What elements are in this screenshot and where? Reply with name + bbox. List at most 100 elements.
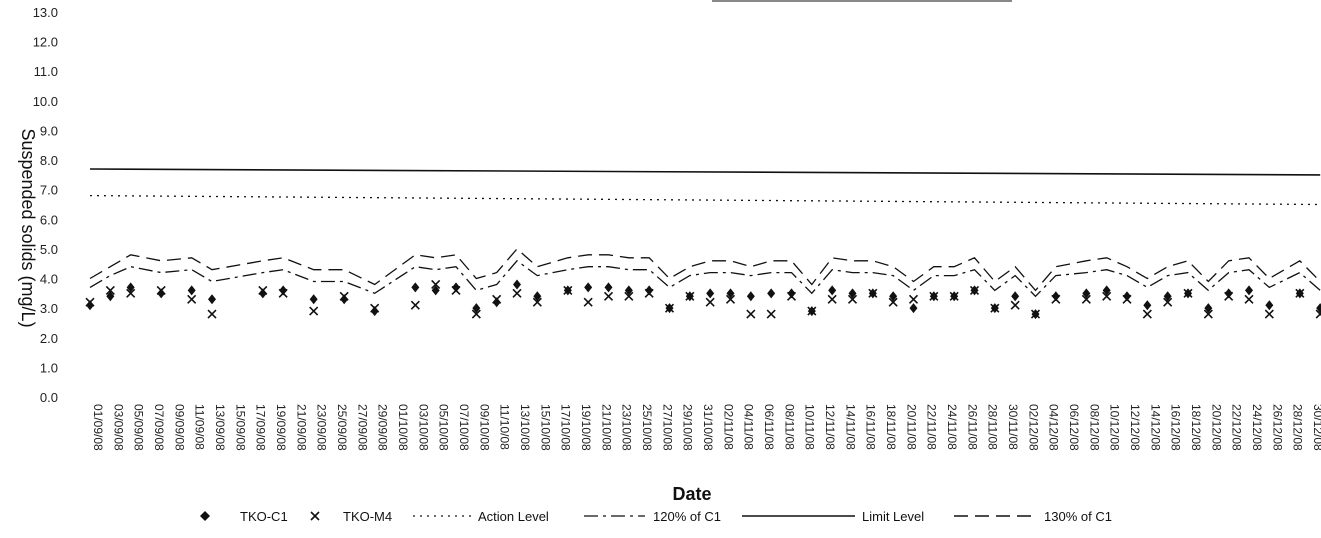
legend-tko-m4-symbol [310,511,320,521]
tko-m4-point [685,291,695,301]
x-tick-label: 15/10/08 [538,404,552,451]
y-tick-label: 0.0 [40,390,58,405]
y-tick-label: 3.0 [40,301,58,316]
tko-m4-point [431,279,441,290]
tko-c1-point [1245,285,1253,296]
x-tick-label: 11/09/08 [193,404,207,450]
x-tick-label: 16/12/08 [1169,404,1183,451]
tko-c1-point [472,303,481,314]
tko-m4-point [624,291,634,301]
tko-c1-point [106,291,115,302]
legend-limit-level-label: Limit Level [862,509,924,524]
tko-m4-point [664,303,675,313]
legend-tko-c1-label: TKO-C1 [240,509,288,524]
x-tick-label: 22/12/08 [1230,404,1244,451]
tko-m4-point [583,297,593,307]
x-tick-label: 22/11/08 [925,404,939,450]
reference-lines [89,168,1321,298]
tko-m4-point [1244,294,1254,304]
top-mark-line [712,0,1012,2]
x-tick-label: 05/09/08 [132,404,146,451]
x-tick-label: 08/11/08 [782,404,796,450]
x-tick-label: 03/10/08 [416,404,430,451]
tko-m4-point [969,285,980,295]
tko-c1-point [157,288,166,299]
tko-m4-point [603,291,614,301]
x-tick-label: 27/10/08 [660,404,674,451]
x-tick-label: 13/10/08 [518,404,532,451]
tko-m4-point [1081,294,1091,304]
x-tick-label: 12/11/08 [823,404,837,450]
tko-c1-point [624,285,633,296]
tko-m4-point [908,294,919,304]
x-tick-label: 26/11/08 [965,404,979,450]
x-tick-label: 09/10/08 [477,404,491,451]
x-tick-label: 02/12/08 [1026,404,1040,451]
tko-m4-point [105,285,115,295]
tko-m4-point [1315,309,1321,319]
tko-c1-point [706,288,715,299]
tko-m4-point [471,309,481,319]
tko-c1-point [452,282,460,293]
tko-m4-point [746,309,756,319]
tko-m4-point [278,288,288,298]
tko-m4-point [705,297,715,307]
x-tick-label: 01/10/08 [396,404,410,451]
tko-m4-point [1224,291,1234,301]
y-axis-ticks: 0.0 1.0 2.0 3.0 4.0 5.0 6.0 7.0 8.0 9.0 10.0 11.0 12… [33,5,58,405]
tko-m4-point [451,285,461,295]
tko-m4-point [1051,294,1061,304]
tko-c1-point [767,288,776,299]
x-tick-label: 16/11/08 [864,404,878,450]
tko-c1-point [787,288,796,299]
tko-c1-point [1204,303,1213,314]
tko-c1-point [1011,291,1020,302]
x-tick-label: 25/10/08 [640,404,654,451]
tko-c1-point [340,294,349,305]
x-tick-label: 07/10/08 [457,404,471,451]
tko-m4-point [1163,297,1173,307]
tko-c1-point [848,288,857,299]
tko-c1-point [1051,291,1060,302]
x-tick-label: 30/12/08 [1311,404,1321,451]
x-tick-label: 20/12/08 [1209,404,1223,451]
x-tick-label: 27/09/08 [355,404,369,451]
tko-c1-point [909,303,918,314]
tko-c1-point [513,279,521,290]
y-axis-title: Suspended solids (mg/L) [18,128,38,327]
legend-tko-m4-label: TKO-M4 [343,509,392,524]
tko-m4-point [492,294,502,304]
x-tick-label: 13/09/08 [213,404,227,451]
x-tick-label: 19/10/08 [579,404,593,451]
x-tick-label: 24/11/08 [945,404,959,450]
x-tick-label: 09/09/08 [172,404,186,451]
x-tick-label: 30/11/08 [1006,404,1020,450]
tko-m4-point [1183,288,1193,298]
x-tick-label: 12/12/08 [1128,404,1142,451]
tko-c1-point [187,285,196,296]
tko-c1-point [1316,303,1321,314]
tko-c1-point [279,285,288,296]
x-tick-label: 28/12/08 [1291,404,1305,451]
130-of-c1-line [89,247,1321,292]
tko-m4-point [1264,309,1274,319]
tko-c1-point [258,288,267,299]
tko-m4-point [868,288,878,298]
tko-m4-point [339,291,349,301]
tko-m4-point [1030,309,1041,319]
y-tick-label: 10.0 [33,94,58,109]
tko-c1-point [1163,291,1172,302]
y-tick-label: 11.0 [34,64,58,79]
legend-tko-c1-symbol [200,511,210,521]
x-axis-title: Date [672,484,711,504]
tko-c1-point [370,306,379,317]
tko-m4-point [644,288,654,298]
tko-c1-point [309,294,318,305]
tko-c1-point [1224,288,1233,299]
x-tick-label: 01/09/08 [91,404,105,451]
x-tick-label: 11/10/08 [498,404,512,450]
x-tick-label: 02/11/08 [721,404,735,450]
legend: TKO-C1 TKO-M4 Action Level 120% of C1 Limit … [200,509,1112,524]
x-tick-label: 17/10/08 [559,404,573,451]
